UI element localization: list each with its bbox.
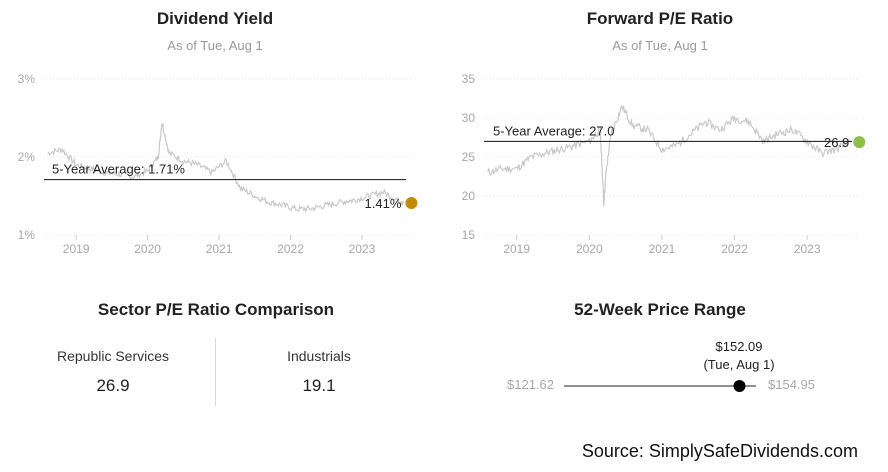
dy-y-ticks: 3% 2% 1% xyxy=(18,72,36,242)
x-tick-label: 2021 xyxy=(206,242,233,256)
price-range-title: 52-Week Price Range xyxy=(574,300,746,319)
pe-x-ticks: 2019 2020 2021 2022 2023 xyxy=(503,235,821,256)
x-tick-label: 2020 xyxy=(134,242,161,256)
pe-y-ticks: 35 30 25 20 15 xyxy=(462,72,476,242)
source-credit: Source: SimplySafeDividends.com xyxy=(581,441,858,461)
pe-grid xyxy=(484,78,858,236)
y-tick-label: 1% xyxy=(18,228,36,242)
sector-divider xyxy=(215,338,216,406)
dividend-yield-title: Dividend Yield xyxy=(156,9,274,28)
x-tick-label: 2022 xyxy=(277,242,304,256)
sector-industry-label: Industrials xyxy=(287,348,351,364)
y-tick-label: 25 xyxy=(462,150,476,164)
dividend-yield-subtitle: As of Tue, Aug 1 xyxy=(167,38,263,53)
price-range-high: $154.95 xyxy=(768,377,815,392)
forward-pe-title: Forward P/E Ratio xyxy=(586,9,734,28)
forward-pe-chart: 35 30 25 20 15 2019 2020 2021 2022 2023 5-Year A… xyxy=(462,72,866,256)
dy-current-marker xyxy=(405,197,418,210)
pe-series-line xyxy=(487,104,850,207)
y-tick-label: 3% xyxy=(18,72,36,86)
pe-average-label: 5-Year Average: 27.0 xyxy=(493,123,614,138)
dividend-yield-chart: 3% 2% 1% 2019 2020 2021 2022 2023 5-Year Avera… xyxy=(18,72,418,256)
price-range-low: $121.62 xyxy=(507,377,554,392)
sector-company-label: Republic Services xyxy=(56,348,170,364)
y-tick-label: 30 xyxy=(462,111,476,125)
dy-current-label: 1.41% xyxy=(365,196,402,211)
price-range-current-price: $152.09 xyxy=(715,339,763,354)
dy-grid xyxy=(44,78,412,236)
x-tick-label: 2023 xyxy=(794,242,821,256)
x-tick-label: 2021 xyxy=(649,242,676,256)
y-tick-label: 15 xyxy=(462,228,476,242)
x-tick-label: 2019 xyxy=(503,242,530,256)
forward-pe-subtitle: As of Tue, Aug 1 xyxy=(612,38,708,53)
pe-current-marker xyxy=(853,136,866,149)
dy-series-line xyxy=(47,122,404,214)
y-tick-label: 20 xyxy=(462,189,476,203)
y-tick-label: 35 xyxy=(462,72,476,86)
price-range-marker xyxy=(733,380,746,392)
pe-current-label: 26.9 xyxy=(824,135,849,150)
dy-average-label: 5-Year Average: 1.71% xyxy=(52,162,185,177)
dy-x-ticks: 2019 2020 2021 2022 2023 xyxy=(63,235,376,256)
x-tick-label: 2020 xyxy=(576,242,603,256)
sector-industry-value: 19.1 xyxy=(302,376,336,395)
x-tick-label: 2019 xyxy=(63,242,90,256)
x-tick-label: 2022 xyxy=(721,242,748,256)
sector-company-value: 26.9 xyxy=(96,376,130,395)
price-range-current-date: (Tue, Aug 1) xyxy=(703,357,775,372)
sector-pe-title: Sector P/E Ratio Comparison xyxy=(97,300,335,319)
price-range-bar xyxy=(564,380,756,392)
y-tick-label: 2% xyxy=(18,150,36,164)
x-tick-label: 2023 xyxy=(349,242,376,256)
